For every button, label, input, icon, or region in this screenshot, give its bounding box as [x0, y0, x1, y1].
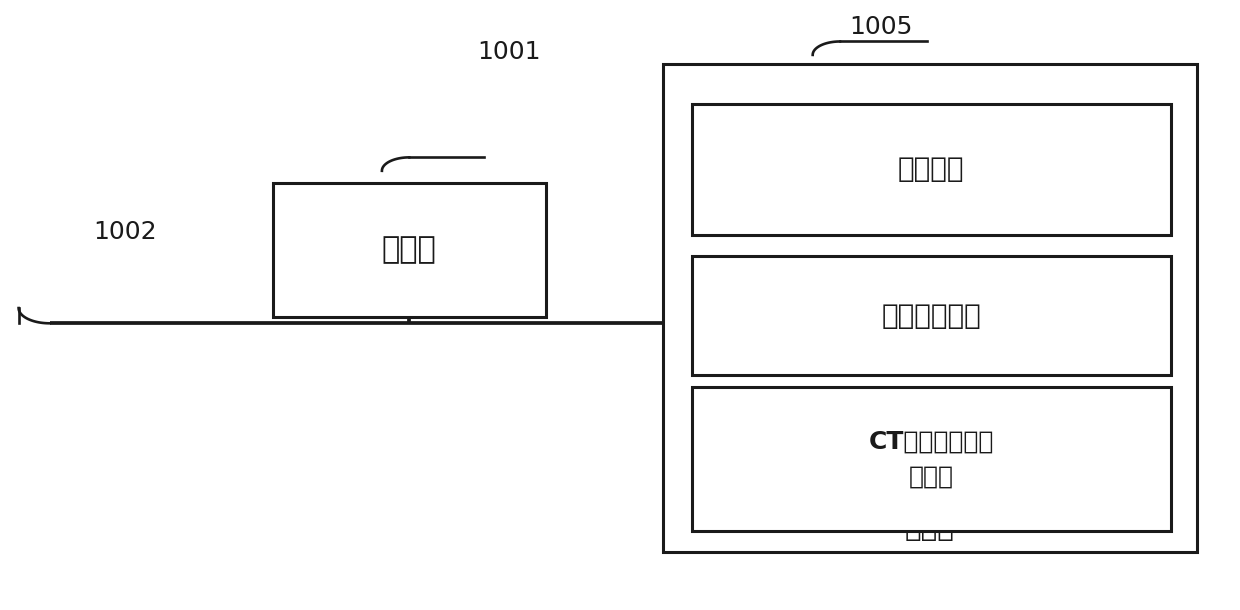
Bar: [273, 183, 546, 317]
Text: 1005: 1005: [849, 15, 913, 40]
Text: 1001: 1001: [477, 40, 541, 64]
Bar: [663, 64, 1197, 552]
Bar: [692, 387, 1171, 531]
Bar: [692, 256, 1171, 375]
Text: 操作系统: 操作系统: [898, 156, 965, 183]
Bar: [692, 104, 1171, 235]
Text: 存储器: 存储器: [905, 514, 955, 542]
Text: 1002: 1002: [93, 220, 156, 244]
Text: 处理器: 处理器: [382, 235, 436, 265]
Text: CT图像肺结节检
测程序: CT图像肺结节检 测程序: [868, 429, 994, 489]
Text: 网络通信模块: 网络通信模块: [882, 302, 981, 329]
